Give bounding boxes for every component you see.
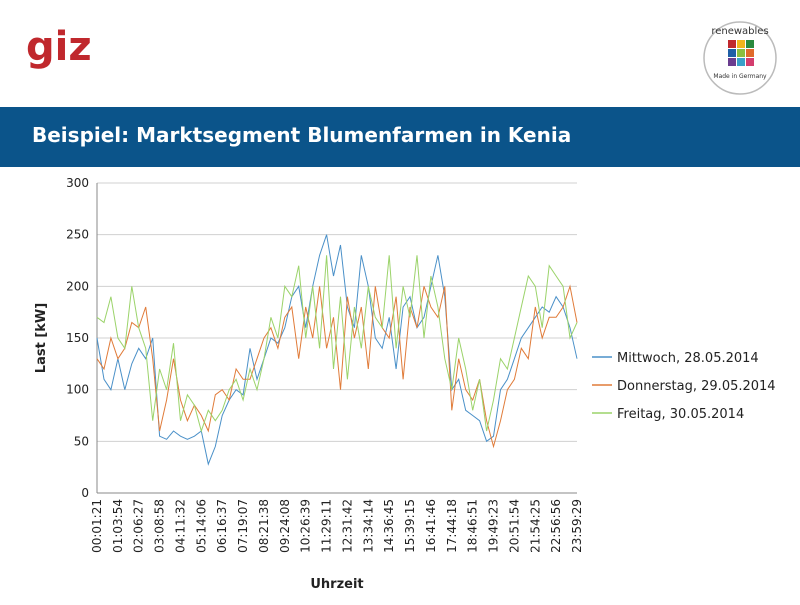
series-line bbox=[96, 255, 578, 433]
x-tick-label: 02:06:27 bbox=[132, 499, 146, 553]
x-tick-label: 16:41:46 bbox=[424, 499, 438, 553]
x-tick-label: 15:39:15 bbox=[403, 499, 417, 553]
x-tick-label: 08:21:38 bbox=[257, 499, 271, 553]
x-tick-label: 19:49:23 bbox=[487, 499, 501, 553]
badge-cell bbox=[737, 58, 745, 66]
y-tick-label: 150 bbox=[66, 331, 89, 345]
x-tick-label: 21:54:25 bbox=[528, 499, 542, 553]
x-tick-label: 00:01:21 bbox=[90, 499, 104, 553]
badge-cell bbox=[728, 49, 736, 57]
x-tick-label: 09:24:08 bbox=[278, 499, 292, 553]
x-tick-label: 01:03:54 bbox=[111, 499, 125, 553]
x-tick-label: 06:16:37 bbox=[215, 499, 229, 553]
legend-label: Freitag, 30.05.2014 bbox=[617, 407, 744, 422]
title-band bbox=[0, 107, 800, 167]
badge-cell bbox=[746, 40, 754, 48]
y-tick-label: 200 bbox=[66, 279, 89, 293]
x-tick-label: 03:08:58 bbox=[153, 499, 167, 553]
renewables-badge: renewables Made in Germany bbox=[703, 21, 777, 95]
series-line bbox=[96, 284, 578, 449]
x-tick-label: 11:29:11 bbox=[320, 499, 334, 553]
x-tick-label: 05:14:06 bbox=[194, 499, 208, 553]
x-tick-label: 17:44:18 bbox=[445, 499, 459, 553]
x-tick-label: 23:59:29 bbox=[570, 499, 584, 553]
slide-title: Beispiel: Marktsegment Blumenfarmen in K… bbox=[32, 123, 571, 147]
badge-cell bbox=[746, 49, 754, 57]
y-tick-label: 0 bbox=[81, 486, 89, 500]
y-tick-label: 300 bbox=[66, 176, 89, 190]
x-tick-label: 12:31:42 bbox=[340, 499, 354, 553]
y-tick-label: 250 bbox=[66, 228, 89, 242]
x-tick-label: 04:11:32 bbox=[173, 499, 187, 553]
x-tick-label: 18:46:51 bbox=[466, 499, 480, 553]
x-tick-label: 20:51:54 bbox=[507, 499, 521, 553]
badge-cell bbox=[737, 49, 745, 57]
x-tick-label: 10:26:39 bbox=[299, 499, 313, 553]
badge-cell bbox=[728, 58, 736, 66]
badge-cell bbox=[728, 40, 736, 48]
legend-label: Donnerstag, 29.05.2014 bbox=[617, 379, 776, 394]
badge-subtext: Made in Germany bbox=[713, 73, 767, 80]
y-tick-label: 50 bbox=[74, 434, 89, 448]
chart: 0 50 100 150 200 250 300 00:01:21 01:03:54 02:06:… bbox=[34, 176, 776, 592]
x-tick-label: 13:34:14 bbox=[361, 499, 375, 553]
y-axis-title: Last [kW] bbox=[34, 303, 49, 373]
x-tick-label: 22:56:56 bbox=[549, 499, 563, 553]
x-tick-label: 07:19:07 bbox=[236, 499, 250, 553]
series-line bbox=[96, 234, 578, 466]
x-tick-label: 14:36:45 bbox=[382, 499, 396, 553]
y-tick-label: 100 bbox=[66, 383, 89, 397]
giz-logo: giz bbox=[26, 24, 92, 70]
badge-cell bbox=[737, 40, 745, 48]
legend-label: Mittwoch, 28.05.2014 bbox=[617, 351, 759, 366]
x-axis-title: Uhrzeit bbox=[310, 577, 363, 592]
badge-cell bbox=[746, 58, 754, 66]
badge-text: renewables bbox=[711, 26, 768, 37]
